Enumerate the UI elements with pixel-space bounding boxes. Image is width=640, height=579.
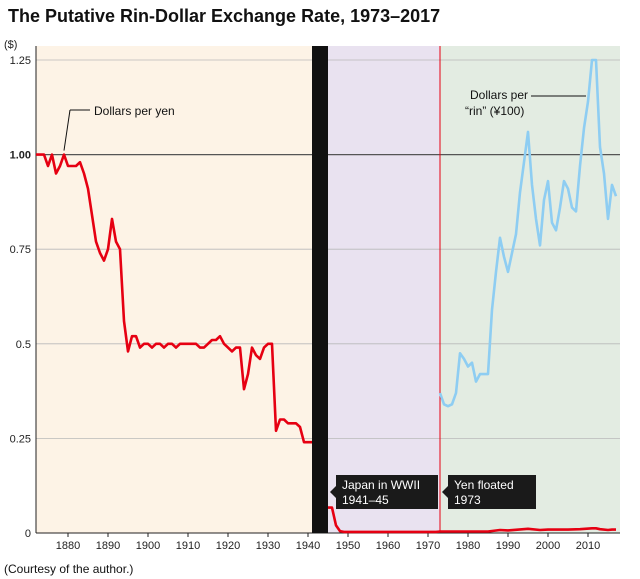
x-axis-ticks: 1880 1890 1900 1910 1920 1930 1940 1950 1960 1970…	[56, 533, 600, 552]
period-band-0	[36, 46, 312, 533]
x-tick-label: 2010	[576, 540, 600, 552]
annotation-yen-floated: Yen floated 1973	[442, 475, 536, 509]
x-tick-label: 1930	[256, 540, 280, 552]
float-label-line1: Yen floated	[454, 478, 514, 492]
x-tick-label: 1990	[496, 540, 520, 552]
annotation-dollars-per-rin-line2: “rin” (¥100)	[465, 104, 524, 118]
x-tick-label: 1940	[296, 540, 320, 552]
float-label-pointer	[442, 486, 448, 498]
x-tick-label: 1950	[336, 540, 360, 552]
wwii-band	[312, 46, 328, 533]
wwii-label-pointer	[330, 486, 336, 498]
annotation-leader-line	[63, 109, 71, 151]
y-tick-label: 0.5	[16, 339, 31, 351]
y-axis-ticks: 0 0.25 0.5 0.75 1.00 1.25	[10, 55, 31, 540]
wwii-black-band	[312, 46, 328, 533]
x-tick-label: 1890	[96, 540, 120, 552]
y-axis-unit-label: ($)	[4, 39, 17, 51]
x-tick-label: 1910	[176, 540, 200, 552]
wwii-label-line1: Japan in WWII	[342, 478, 420, 492]
y-tick-label: 0	[25, 528, 31, 540]
x-tick-label: 1960	[376, 540, 400, 552]
x-tick-label: 1900	[136, 540, 160, 552]
y-tick-label: 0.25	[10, 433, 31, 445]
period-backgrounds	[36, 46, 620, 533]
chart-title: The Putative Rin-Dollar Exchange Rate, 1…	[8, 6, 440, 26]
float-label-line2: 1973	[454, 493, 481, 507]
period-band-1	[312, 46, 440, 533]
credit-text: (Courtesy of the author.)	[4, 562, 133, 576]
x-tick-label: 1980	[456, 540, 480, 552]
x-tick-label: 2000	[536, 540, 560, 552]
float-label-box	[448, 475, 536, 509]
series-line-dollars-per-yen-segment-1	[328, 506, 616, 534]
annotation-dollars-per-rin: Dollars per “rin” (¥100)	[465, 88, 586, 118]
annotation-dollars-per-yen-text: Dollars per yen	[94, 104, 175, 118]
wwii-label-box	[336, 475, 438, 509]
x-tick-label: 1880	[56, 540, 80, 552]
y-tick-label: 0.75	[10, 244, 31, 256]
y-tick-label: 1.00	[10, 150, 31, 162]
annotation-dollars-per-rin-line1: Dollars per	[470, 88, 528, 102]
x-tick-label: 1920	[216, 540, 240, 552]
x-tick-label: 1970	[416, 540, 440, 552]
series-line-dollars-per-rin-segment-0	[438, 58, 618, 408]
wwii-label-line2: 1941–45	[342, 493, 389, 507]
period-band-2	[440, 46, 620, 533]
series-line-dollars-per-yen-segment-0	[36, 153, 312, 444]
annotation-wwii: Japan in WWII 1941–45	[330, 475, 438, 509]
series-lines	[36, 58, 618, 534]
y-tick-label: 1.25	[10, 55, 31, 67]
annotation-dollars-per-yen: Dollars per yen	[63, 104, 175, 151]
